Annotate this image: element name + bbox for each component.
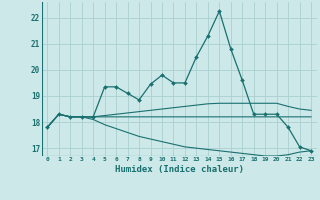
X-axis label: Humidex (Indice chaleur): Humidex (Indice chaleur) [115, 165, 244, 174]
